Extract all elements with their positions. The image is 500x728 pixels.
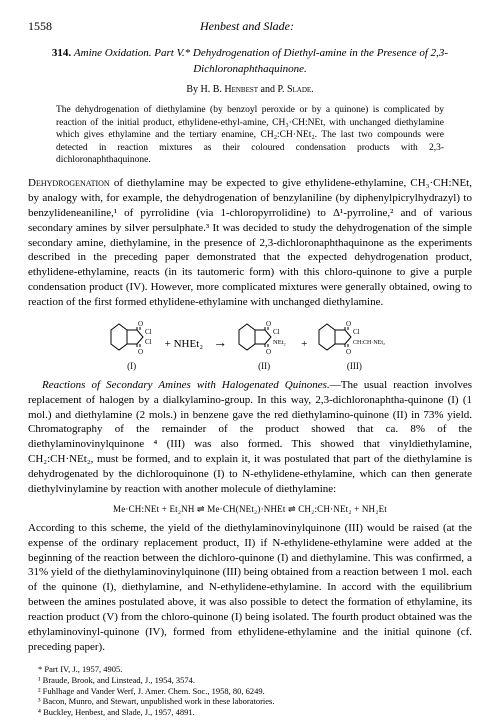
header-spacer (442, 18, 472, 34)
svg-text:O: O (138, 348, 143, 356)
article-title: 314. Amine Oxidation. Part V.* Dehydroge… (44, 46, 456, 77)
arrow-1: → (211, 335, 229, 354)
para2-body: —The usual reaction involves replacement… (28, 379, 472, 495)
plus-2: + (299, 337, 309, 352)
running-head: Henbest and Slade: (200, 18, 294, 34)
title-line-2: Dehydrogenation of Diethyl-amine in the … (193, 47, 448, 74)
paragraph-1: Dehydrogenation of diethylamine may be e… (28, 176, 472, 310)
label-II: (II) (235, 360, 293, 372)
footnote-star: * Part IV, J., 1957, 4905. (28, 664, 472, 675)
article-number: 314. (52, 47, 71, 59)
abstract: The dehydrogenation of diethylamine (by … (56, 104, 444, 166)
section2-head: Reactions of Secondary Amines with Halog… (42, 379, 330, 391)
svg-text:Cl: Cl (145, 338, 152, 346)
byline-prefix: By (186, 84, 200, 95)
reaction-scheme: O O Cl Cl (I) + NHEt₂ → O O Cl NEt₂ (II)… (28, 318, 472, 372)
footnote-1: ¹ Braude, Brook, and Linstead, J., 1954,… (28, 675, 472, 686)
byline: By H. B. Henbest and P. Slade. (28, 83, 472, 97)
svg-text:Cl: Cl (353, 328, 360, 336)
svg-text:CH:CH·NEt₂: CH:CH·NEt₂ (353, 340, 385, 346)
svg-text:O: O (266, 320, 271, 328)
author-2: P. Slade. (278, 84, 314, 95)
svg-text:O: O (266, 348, 271, 356)
structure-I: O O Cl Cl (I) (107, 318, 157, 372)
footnotes: * Part IV, J., 1957, 4905. ¹ Braude, Bro… (28, 664, 472, 717)
footnote-2: ² Fuhlhage and Vander Werf, J. Amer. Che… (28, 686, 472, 697)
structure-II: O O Cl NEt₂ (II) (235, 318, 293, 372)
section-2: Reactions of Secondary Amines with Halog… (28, 378, 472, 497)
page-number: 1558 (28, 18, 52, 34)
equilibrium-equation: Me·CH:NEt + Et₂NH ⇌ Me·CH(NEt₂)·NHEt ⇌ C… (28, 503, 472, 515)
footnote-4: ⁴ Buckley, Henbest, and Slade, J., 1957,… (28, 707, 472, 718)
label-III: (III) (315, 360, 393, 372)
plus-reagent: + NHEt₂ (163, 337, 205, 352)
author-1: H. B. Henbest (200, 84, 258, 95)
svg-text:NEt₂: NEt₂ (273, 339, 286, 346)
svg-text:O: O (346, 320, 351, 328)
label-I: (I) (107, 360, 157, 372)
running-header: 1558 Henbest and Slade: (28, 18, 472, 34)
footnote-3: ³ Bacon, Munro, and Stewart, unpublished… (28, 696, 472, 707)
svg-text:O: O (346, 348, 351, 356)
svg-text:Cl: Cl (145, 328, 152, 336)
para1-body: of diethylamine may be expected to give … (28, 177, 472, 308)
byline-and: and (261, 84, 278, 95)
para1-leadword: Dehydrogenation (28, 177, 110, 189)
paragraph-3: According to this scheme, the yield of t… (28, 521, 472, 655)
structure-III: O O Cl CH:CH·NEt₂ (III) (315, 318, 393, 372)
title-line-1: Amine Oxidation. Part V.* (74, 47, 190, 59)
svg-text:O: O (138, 320, 143, 328)
svg-text:Cl: Cl (273, 328, 280, 336)
